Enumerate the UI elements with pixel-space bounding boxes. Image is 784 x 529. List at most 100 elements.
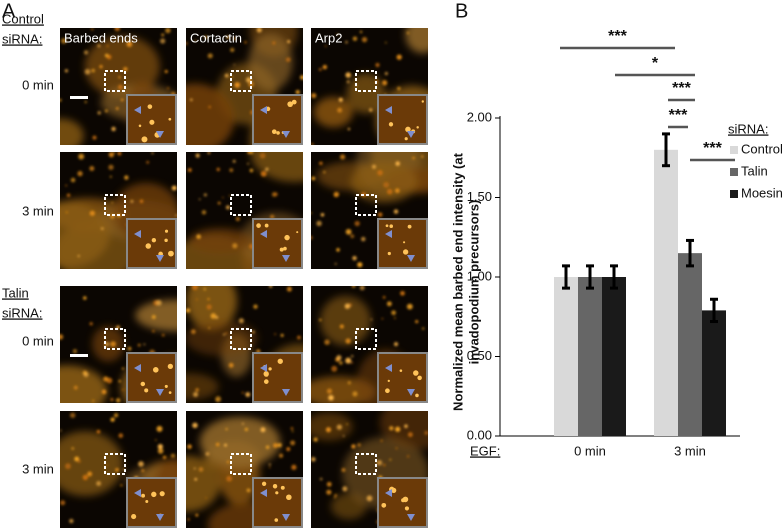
spot (205, 497, 208, 499)
spot (375, 62, 380, 68)
spot (130, 199, 134, 203)
micrograph (186, 286, 303, 403)
spot (322, 64, 328, 70)
spot (115, 467, 119, 472)
spot (203, 287, 207, 291)
roi-box (104, 70, 126, 92)
spot (290, 427, 294, 430)
spot (311, 236, 313, 240)
spot (232, 159, 236, 163)
spot (160, 38, 166, 44)
spot (272, 41, 276, 45)
arrowhead (385, 489, 392, 497)
spot (351, 286, 356, 288)
micrograph (60, 152, 177, 269)
spot (233, 63, 236, 66)
spot (198, 198, 201, 201)
roi-box (355, 453, 377, 475)
spot (268, 463, 271, 466)
inset-spot (168, 117, 172, 121)
inset-spot (140, 381, 146, 387)
spot (61, 38, 67, 44)
inset-spot (415, 393, 419, 398)
spot (90, 28, 94, 31)
spot (230, 47, 235, 53)
roi-box (104, 328, 126, 350)
spot (337, 107, 343, 113)
spot (394, 317, 396, 319)
cell-body (60, 118, 84, 145)
inset-spot (275, 491, 279, 495)
spot (352, 255, 357, 261)
spot (192, 422, 198, 429)
spot (232, 243, 238, 249)
spot (216, 167, 220, 172)
arrowhead (134, 364, 141, 372)
spot (166, 87, 170, 90)
spot (71, 447, 75, 450)
inset-spot (276, 131, 280, 135)
spot (246, 488, 251, 493)
legend-label: Control (741, 141, 783, 156)
significance-label: *** (703, 140, 722, 157)
spot (84, 100, 87, 104)
spot (215, 316, 219, 319)
spot (204, 35, 208, 39)
spot (286, 447, 291, 452)
spot (259, 152, 266, 159)
inset-spot (402, 249, 409, 255)
spot (171, 185, 177, 191)
legend-swatch (730, 146, 738, 154)
spot (113, 413, 119, 418)
spot (138, 461, 144, 467)
spot (121, 388, 125, 391)
error-bar (610, 264, 618, 290)
roi-box (355, 70, 377, 92)
group-label: Control (2, 11, 44, 26)
inset (377, 477, 428, 528)
spot (357, 262, 363, 268)
inset-spot (141, 136, 148, 143)
spot (83, 296, 87, 300)
arrowhead (282, 514, 290, 521)
inset-spot (399, 369, 403, 372)
inset (377, 94, 428, 145)
x-tick-label: 3 min (674, 443, 706, 458)
spot (395, 426, 401, 432)
arrowhead (260, 364, 267, 372)
spot (187, 518, 190, 521)
spot (215, 442, 220, 447)
spot (155, 439, 157, 441)
legend-swatch (730, 190, 738, 198)
spot (333, 191, 340, 198)
spot (326, 481, 332, 487)
micrograph: Arp2 (311, 28, 428, 145)
micrograph (186, 152, 303, 269)
spot (87, 471, 93, 477)
spot (319, 161, 323, 166)
spot (215, 398, 219, 402)
spot (96, 481, 102, 486)
spot (313, 437, 318, 442)
spot (121, 367, 124, 370)
micrograph (311, 152, 428, 269)
spot (208, 327, 211, 329)
spot (311, 212, 312, 214)
inset-spot (404, 506, 410, 511)
spot (143, 343, 146, 346)
spot (347, 127, 351, 131)
cell-body (60, 431, 124, 497)
spot (377, 212, 383, 217)
micrograph: Barbed ends (60, 28, 177, 145)
spot (336, 424, 343, 430)
cell-body (350, 161, 418, 203)
spot (115, 398, 121, 403)
spot (84, 50, 89, 55)
spot (60, 334, 64, 340)
inset-spot (404, 137, 408, 141)
spot (253, 304, 258, 309)
arrowhead (385, 230, 392, 238)
arrowhead (260, 230, 267, 238)
spot (381, 317, 384, 320)
spot (161, 333, 165, 337)
